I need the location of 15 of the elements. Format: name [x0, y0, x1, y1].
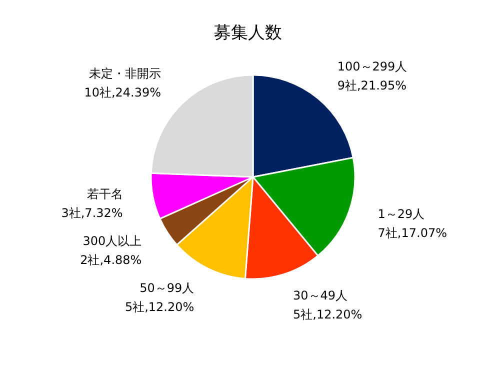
- slice-label: 若干名: [86, 187, 123, 202]
- chart-title: 募集人数: [214, 23, 282, 43]
- data-label: 9社,21.95%: [337, 78, 407, 93]
- data-label: 7社,17.07%: [378, 226, 448, 240]
- data-label: 3社,7.32%: [61, 206, 123, 220]
- slice-label: 100～299人: [337, 60, 408, 74]
- slice-label: 1～29人: [378, 206, 425, 221]
- slice-label: 30～49人: [293, 288, 348, 302]
- data-label: 10社,24.39%: [84, 85, 162, 100]
- data-label: 5社,12.20%: [293, 307, 362, 322]
- data-label: 2社,4.88%: [80, 253, 142, 268]
- slice-label: 300人以上: [82, 234, 142, 248]
- slice-label: 未定・非開示: [89, 66, 162, 80]
- slice-label: 50～99人: [140, 280, 194, 295]
- data-label: 5社,12.20%: [124, 300, 194, 314]
